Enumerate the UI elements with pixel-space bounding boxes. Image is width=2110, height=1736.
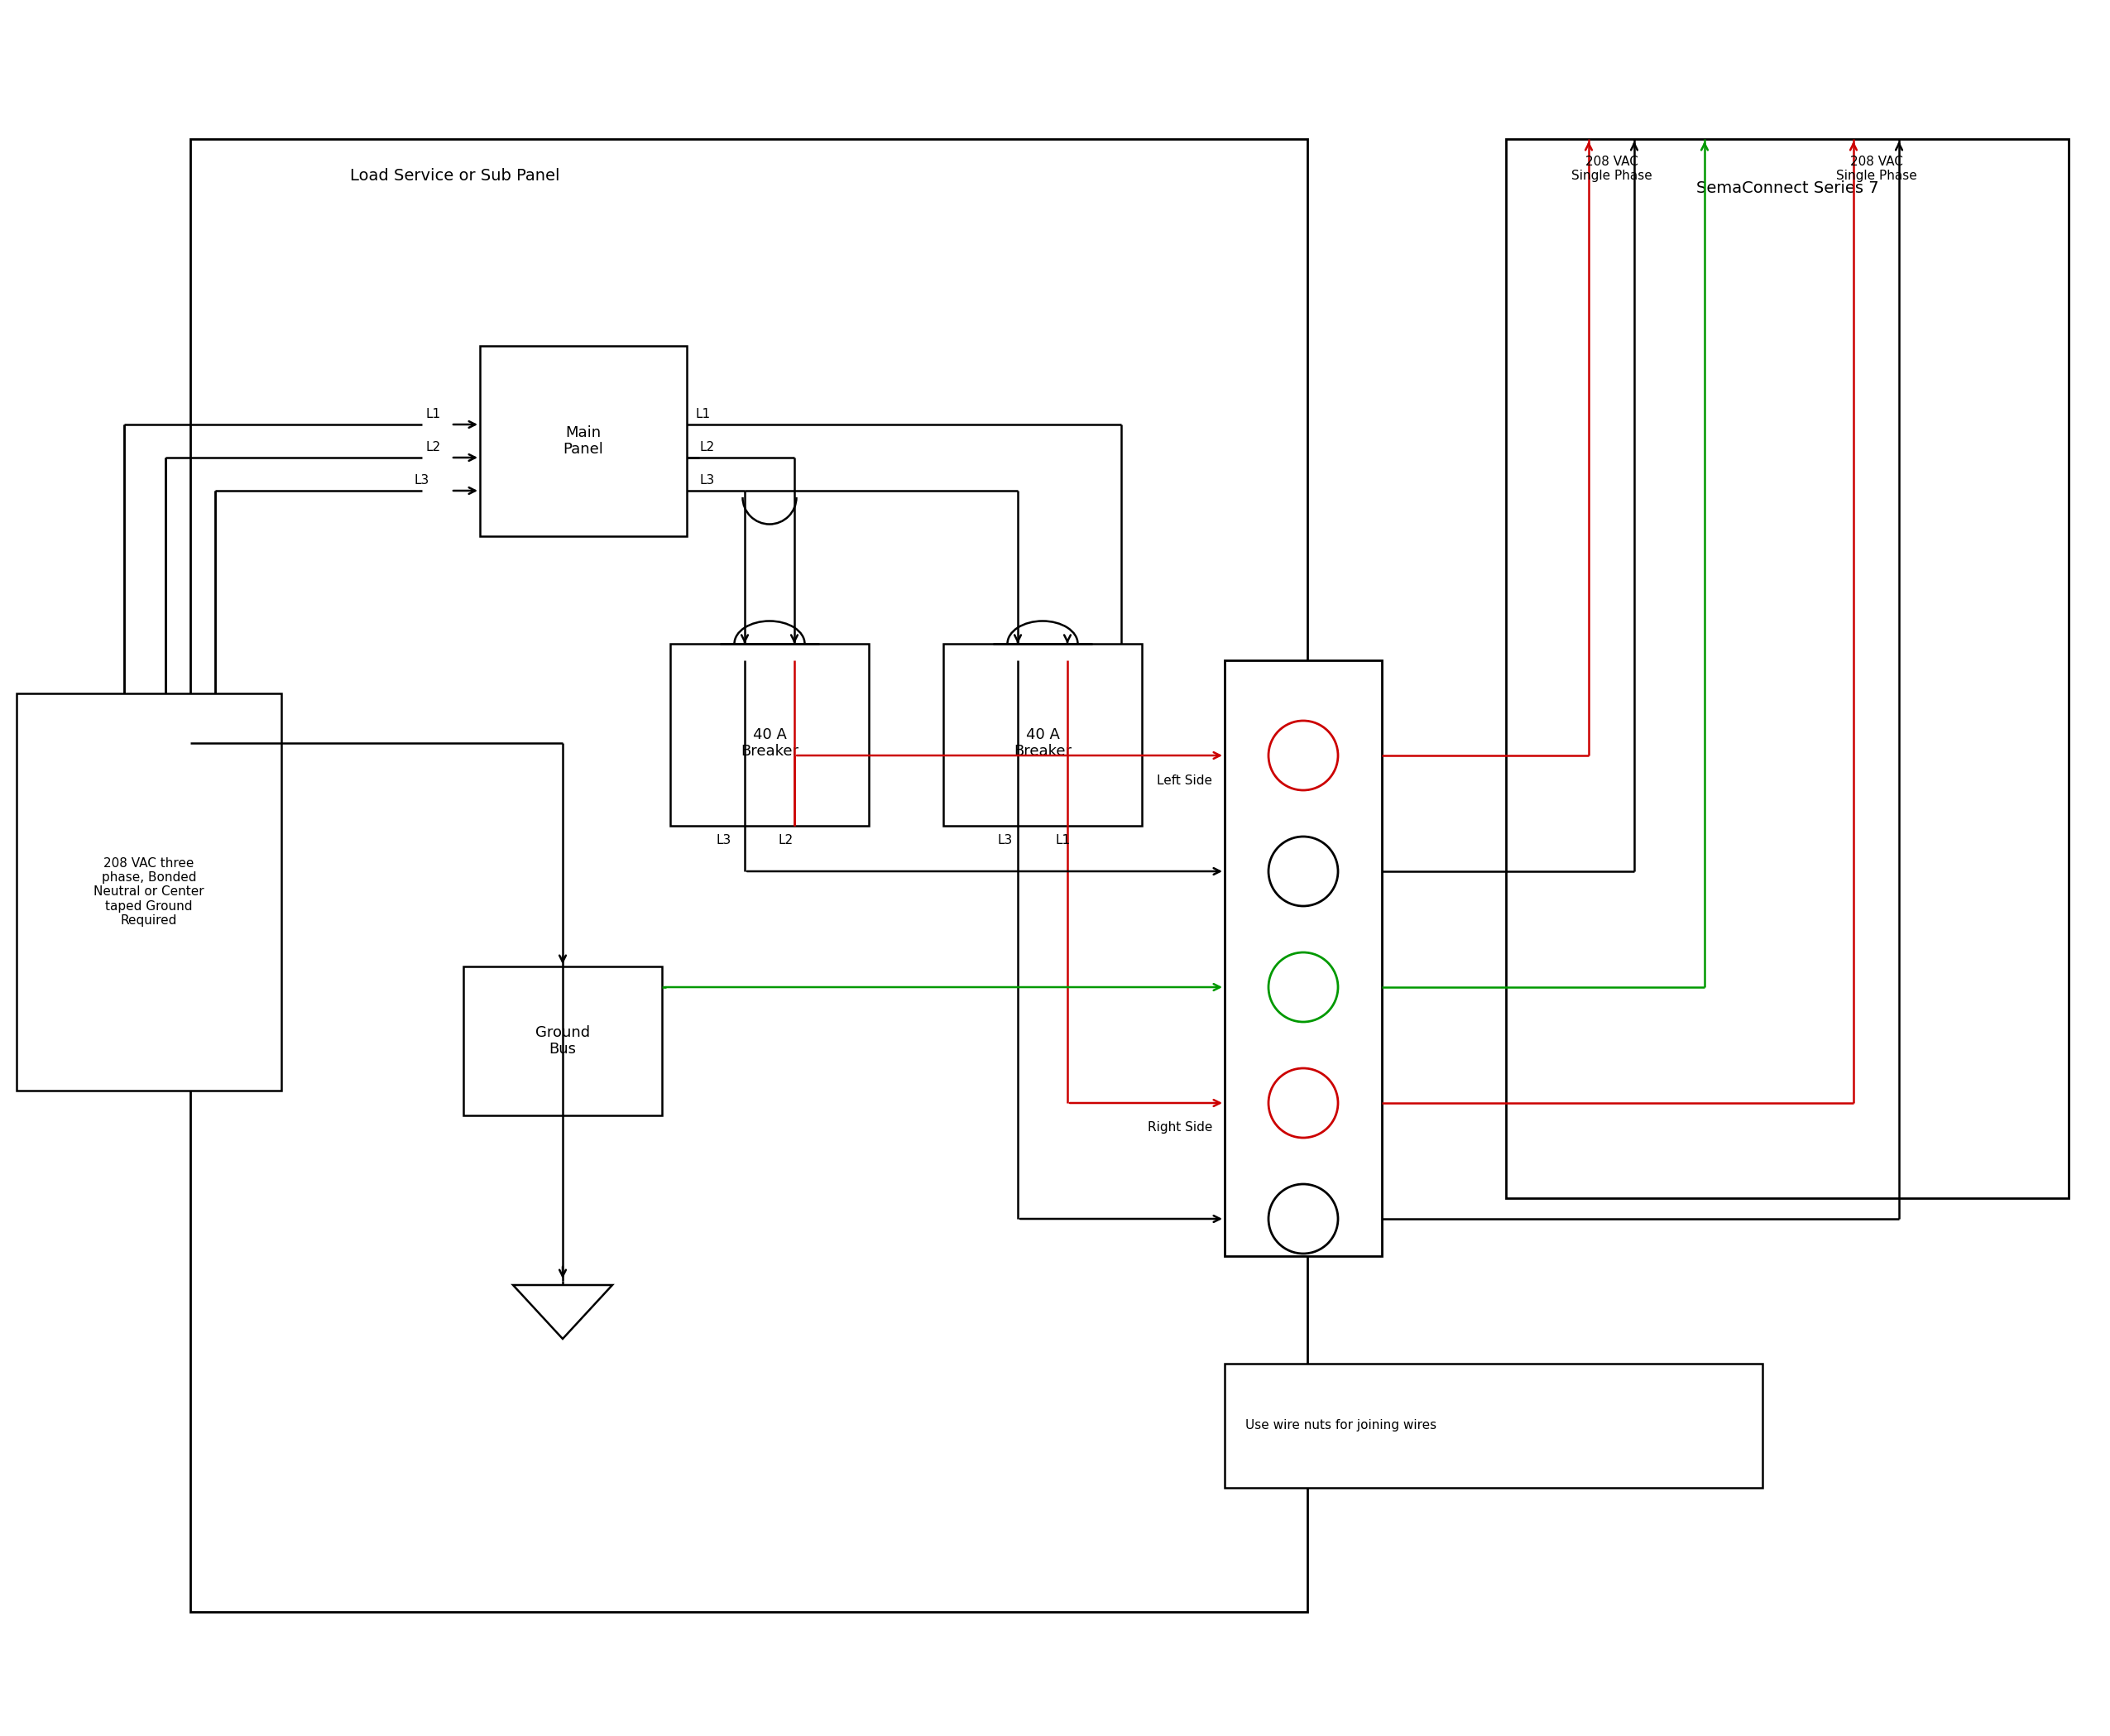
Bar	[190, 139, 1308, 1613]
Text: L1: L1	[426, 408, 441, 420]
Text: L3: L3	[698, 474, 715, 486]
Circle shape	[1268, 837, 1338, 906]
Text: Load Service or Sub Panel: Load Service or Sub Panel	[350, 168, 559, 184]
Bar	[479, 345, 686, 536]
Bar	[671, 644, 869, 826]
Text: Ground
Bus: Ground Bus	[536, 1024, 591, 1057]
Text: L1: L1	[694, 408, 711, 420]
Circle shape	[1268, 1184, 1338, 1253]
Circle shape	[1268, 720, 1338, 790]
Text: L2: L2	[779, 833, 793, 847]
Bar	[1224, 1364, 1762, 1488]
Text: L3: L3	[998, 833, 1013, 847]
Polygon shape	[513, 1285, 612, 1338]
Text: Right Side: Right Side	[1148, 1121, 1213, 1134]
Bar	[943, 644, 1142, 826]
Text: L3: L3	[717, 833, 732, 847]
Text: 208 VAC three
phase, Bonded
Neutral or Center
taped Ground
Required: 208 VAC three phase, Bonded Neutral or C…	[93, 858, 205, 927]
Text: Main
Panel: Main Panel	[563, 425, 603, 457]
Text: L3: L3	[414, 474, 428, 486]
Bar	[1224, 660, 1382, 1257]
Text: L2: L2	[698, 441, 713, 453]
Text: SemaConnect Series 7: SemaConnect Series 7	[1696, 181, 1878, 196]
Bar	[1507, 139, 2068, 1198]
Text: L1: L1	[1055, 833, 1070, 847]
Text: Use wire nuts for joining wires: Use wire nuts for joining wires	[1245, 1420, 1437, 1432]
Text: 40 A
Breaker: 40 A Breaker	[1013, 727, 1072, 759]
Text: 40 A
Breaker: 40 A Breaker	[741, 727, 798, 759]
Text: Left Side: Left Side	[1156, 774, 1213, 786]
Text: L2: L2	[426, 441, 441, 453]
Circle shape	[1268, 953, 1338, 1023]
Bar	[464, 967, 663, 1116]
Bar	[17, 693, 281, 1090]
Text: 208 VAC
Single Phase: 208 VAC Single Phase	[1836, 156, 1916, 182]
Text: 208 VAC
Single Phase: 208 VAC Single Phase	[1572, 156, 1652, 182]
Circle shape	[1268, 1068, 1338, 1137]
